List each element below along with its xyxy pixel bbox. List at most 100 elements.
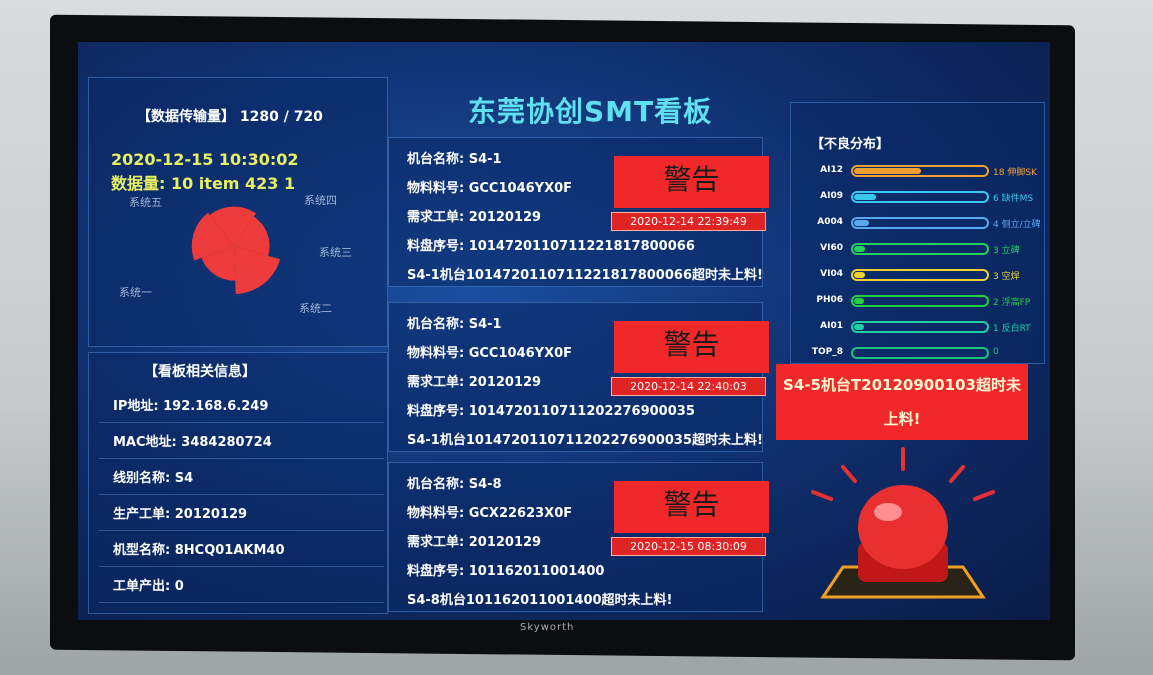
alarm-reel: 料盘序号: 101162011001400 [407, 564, 605, 579]
alarm-material: 物料料号: GCC1046YX0F [407, 346, 573, 361]
alarm-reel: 料盘序号: 1014720110711202276900035 [407, 404, 695, 419]
alarm-time: 2020-12-15 08:30:09 [611, 537, 766, 556]
rose-slice [209, 206, 257, 246]
info-row: 线别名称: S4 [99, 463, 384, 495]
alarm-machine: 机台名称: S4-8 [407, 477, 502, 492]
dashboard-screen: 东莞协创SMT看板 【数据传输量】 1280 / 720 2020-12-15 … [78, 42, 1050, 620]
alarm-order: 需求工单: 20120129 [407, 375, 542, 390]
defect-bar-fill [854, 168, 921, 174]
rose-label: 系统一 [119, 286, 152, 299]
defect-bar-track [851, 191, 989, 203]
defect-panel: 【不良分布】 AI12 18 伸脚SK AI09 6 缺件MS A004 4 侧立/… [790, 102, 1045, 364]
defect-bar-fill [854, 220, 869, 226]
info-label: MAC地址: [113, 435, 177, 450]
alarm-machine: 机台名称: S4-1 [407, 317, 502, 332]
alarm-reel: 料盘序号: 1014720110711221817800066 [407, 239, 695, 254]
defect-name: AI09 [820, 191, 843, 201]
defect-bar-fill [854, 272, 866, 278]
defect-bar-fill [854, 194, 877, 200]
alarm-material: 物料料号: GCC1046YX0F [407, 181, 573, 196]
defect-bar-track [851, 295, 989, 307]
defect-name: AI12 [820, 165, 843, 175]
transfer-label: 【数据传输量】 [137, 109, 235, 125]
big-alert-banner: S4-5机台T20120900103超时未上料! [776, 364, 1028, 440]
alarm-card: 机台名称: S4-1 物料料号: GCC1046YX0F 需求工单: 2012012… [388, 302, 769, 452]
warning-badge: 警告 [614, 321, 769, 373]
alarm-machine: 机台名称: S4-1 [407, 152, 502, 167]
alarm-time: 2020-12-14 22:39:49 [611, 212, 766, 231]
defect-label: 3 空焊 [993, 272, 1020, 282]
alarm-message: S4-8机台101162011001400超时未上料! [407, 593, 673, 608]
info-label: 线别名称: [113, 471, 171, 486]
defect-bar-track [851, 243, 989, 255]
defect-bar-track [851, 165, 989, 177]
rose-slice [201, 246, 236, 281]
rose-label: 系统三 [319, 246, 352, 259]
defect-bar-row: AI09 6 缺件MS [801, 189, 1050, 205]
defect-name: VI60 [820, 243, 843, 253]
transfer-resolution: 1280 / 720 [239, 109, 323, 125]
defect-bar-fill [854, 324, 864, 330]
defect-bar-row: AI12 18 伸脚SK [801, 163, 1050, 179]
info-title: 【看板相关信息】 [144, 364, 256, 380]
defect-label: 4 侧立/立碑 [993, 220, 1041, 230]
defect-name: A004 [817, 217, 843, 227]
defect-title: 【不良分布】 [811, 137, 890, 152]
defect-bar-track [851, 347, 989, 359]
info-label: 工单产出: [113, 579, 171, 594]
defect-bar-row: TOP_8 0 [801, 345, 1050, 361]
transfer-volume: 数据量: 10 item 423 1 [111, 174, 296, 193]
defect-label: 2 浮高FP [993, 298, 1031, 308]
defect-label: 1 反白RT [993, 324, 1031, 334]
alarm-card: 机台名称: S4-8 物料料号: GCX22623X0F 需求工单: 2012012… [388, 462, 769, 612]
info-row: 工单产出: 0 [99, 571, 384, 603]
defect-name: VI04 [820, 269, 843, 279]
alarm-time: 2020-12-14 22:40:03 [611, 377, 766, 396]
rose-slice [234, 216, 270, 256]
rose-slice [234, 246, 281, 294]
defect-bar-fill [854, 298, 864, 304]
defect-bar-track [851, 321, 989, 333]
info-value: 3484280724 [181, 435, 272, 450]
defect-bar-track [851, 217, 989, 229]
page-title: 东莞协创SMT看板 [468, 95, 713, 128]
defect-label: 3 立碑 [993, 246, 1020, 256]
info-row: IP地址: 192.168.6.249 [99, 391, 384, 423]
info-value: S4 [174, 471, 194, 486]
info-panel: 【看板相关信息】 IP地址: 192.168.6.249 MAC地址: 34842… [88, 352, 388, 614]
alarm-order: 需求工单: 20120129 [407, 210, 542, 225]
tv-brand-logo: Skyworth [520, 622, 575, 633]
defect-name: TOP_8 [811, 347, 843, 357]
info-label: 生产工单: [113, 507, 171, 522]
transfer-datetime: 2020-12-15 10:30:02 [111, 150, 299, 169]
info-value: 20120129 [174, 507, 248, 522]
alarm-siren-icon [811, 447, 995, 599]
defect-bar-track [851, 269, 989, 281]
defect-name: PH06 [816, 295, 843, 305]
defect-bar-row: VI60 3 立碑 [801, 241, 1050, 257]
defect-bar-row: AI01 1 反白RT [801, 319, 1050, 335]
alarm-material: 物料料号: GCX22623X0F [407, 506, 573, 521]
defect-bar-row: VI04 3 空焊 [801, 267, 1050, 283]
defect-label: 18 伸脚SK [993, 168, 1037, 178]
transfer-title: 【数据传输量】 1280 / 720 [137, 106, 323, 126]
info-row: MAC地址: 3484280724 [99, 427, 384, 459]
info-label: 机型名称: [113, 543, 171, 558]
alarm-card: 机台名称: S4-1 物料料号: GCC1046YX0F 需求工单: 2012012… [388, 137, 769, 287]
warning-badge: 警告 [614, 481, 769, 533]
info-value: 8HCQ01AKM40 [174, 543, 285, 558]
warning-badge: 警告 [614, 156, 769, 208]
defect-label: 0 [993, 347, 999, 357]
rose-label: 系统五 [129, 196, 162, 209]
defect-bar-row: PH06 2 浮高FP [801, 293, 1050, 309]
defect-bar-row: A004 4 侧立/立碑 [801, 215, 1050, 231]
alarm-message: S4-1机台1014720110711202276900035超时未上料! [407, 433, 763, 448]
info-value: 0 [174, 579, 184, 594]
info-row: 机型名称: 8HCQ01AKM40 [99, 535, 384, 567]
info-value: 192.168.6.249 [163, 399, 269, 414]
transfer-panel: 【数据传输量】 1280 / 720 2020-12-15 10:30:02 数… [88, 77, 388, 347]
rose-label: 系统四 [304, 194, 337, 207]
defect-label: 6 缺件MS [993, 194, 1034, 204]
info-label: IP地址: [113, 399, 159, 414]
